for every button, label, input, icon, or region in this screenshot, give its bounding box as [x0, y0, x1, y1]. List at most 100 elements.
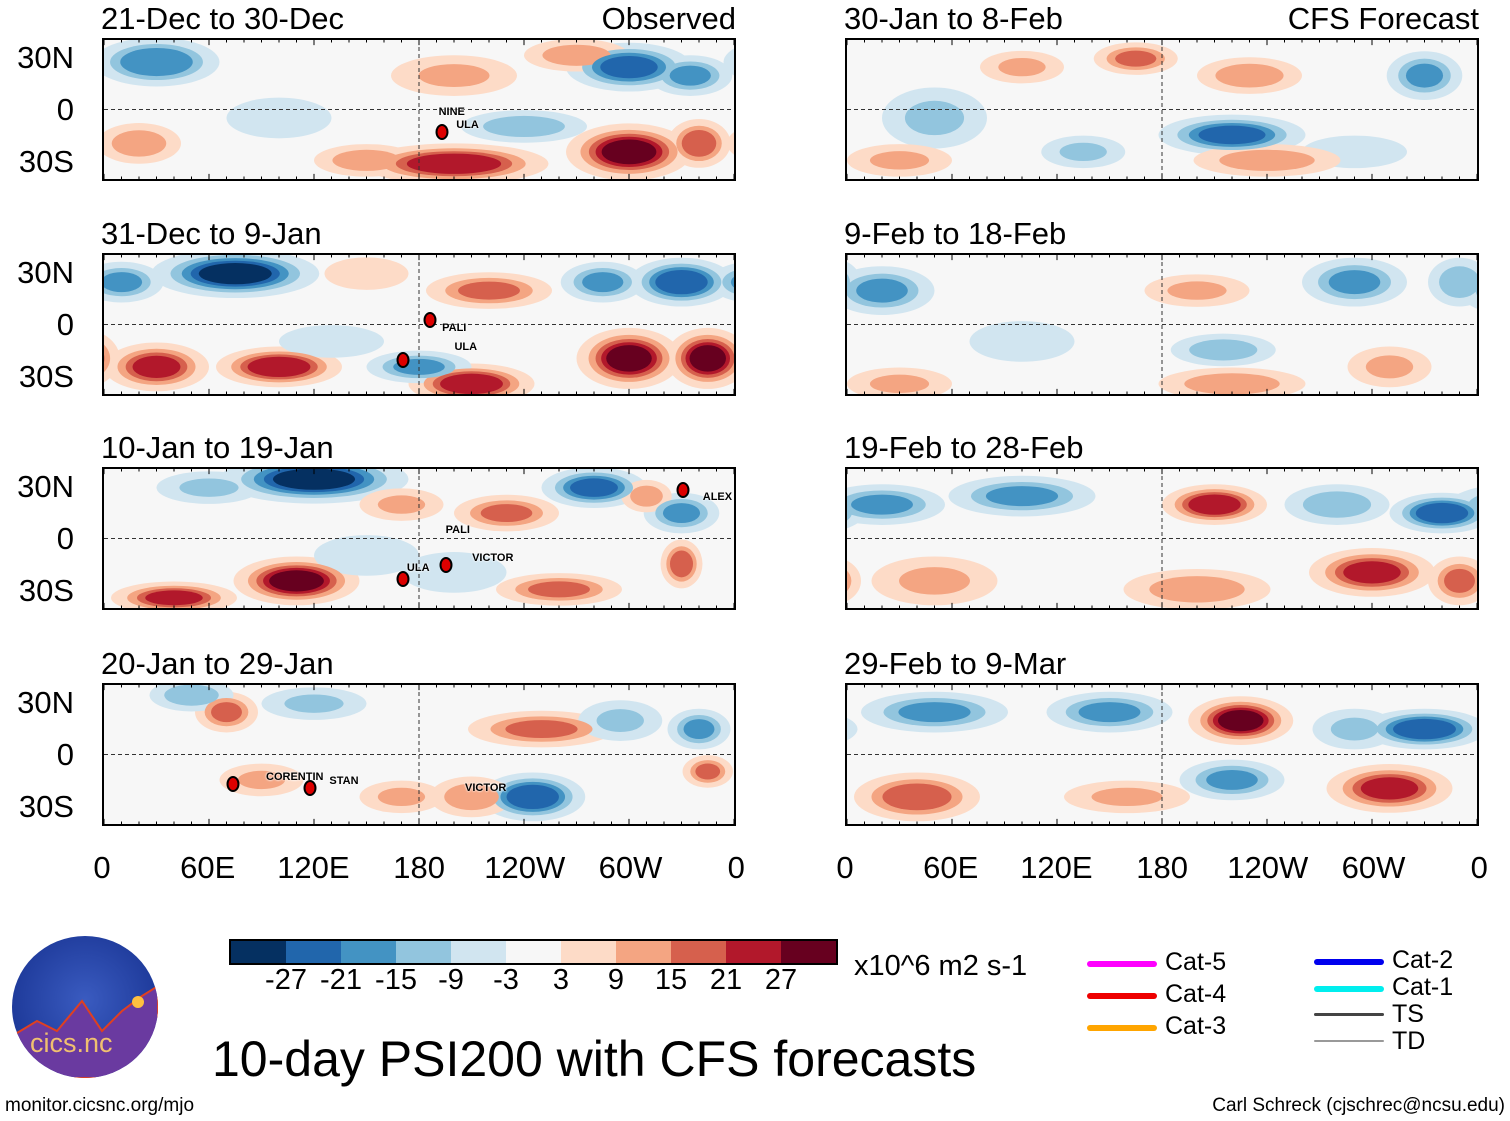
anomaly-contour — [480, 504, 533, 523]
colorbar-swatch — [726, 941, 781, 963]
anomaly-contour — [284, 694, 344, 713]
storm-marker-icon — [435, 124, 449, 141]
anomaly-contour — [1330, 717, 1379, 741]
anomaly-contour — [1343, 561, 1401, 584]
colorbar-swatch — [396, 941, 451, 963]
anomaly-contour — [458, 281, 520, 300]
anomaly-contour — [505, 720, 578, 739]
anomaly-contour — [332, 149, 401, 171]
lon-label: 0 — [727, 850, 745, 885]
anomaly-contour — [1393, 718, 1456, 740]
anomaly-contour — [1115, 50, 1157, 67]
anomaly-contour — [1091, 787, 1163, 807]
storm-label: PALI — [445, 524, 470, 537]
lon-label: 180 — [1136, 850, 1188, 885]
panel-title: 10-Jan to 19-Jan — [101, 430, 334, 465]
anomaly-contour — [985, 486, 1059, 507]
anomaly-contour — [596, 709, 644, 733]
footer-url: monitor.cicsnc.org/mjo — [5, 1095, 195, 1116]
column-label: Observed — [601, 1, 736, 36]
storm-marker-icon — [396, 351, 410, 368]
colorbar-tick-label: -3 — [493, 964, 519, 996]
anomaly-contour — [198, 263, 272, 285]
anomaly-contour — [851, 494, 913, 515]
anomaly-contour — [1215, 63, 1284, 88]
anomaly-contour — [1444, 568, 1475, 593]
storm-label: VICTOR — [465, 781, 507, 794]
figure-title: 10-day PSI200 with CFS forecasts — [212, 1031, 977, 1087]
anomaly-contour — [1365, 355, 1414, 379]
lon-label: 120W — [1227, 850, 1309, 885]
map-panel — [845, 467, 1479, 610]
anomaly-contour — [856, 278, 908, 303]
anomaly-contour — [669, 65, 711, 86]
legend-label: TD — [1392, 1027, 1426, 1055]
anomaly-contour — [1405, 63, 1444, 88]
anomaly-contour — [179, 478, 239, 497]
anomaly-contour — [655, 269, 708, 295]
anomaly-contour — [120, 47, 193, 77]
anomaly-contour — [483, 115, 565, 138]
legend-swatch — [1087, 961, 1157, 967]
storm-label: VICTOR — [472, 551, 514, 564]
lat-label: 30S — [18, 789, 74, 824]
anomaly-contour — [727, 132, 734, 155]
panel-title: 31-Dec to 9-Jan — [101, 216, 322, 251]
anomaly-contour — [1360, 777, 1419, 800]
anomaly-contour — [1059, 142, 1107, 162]
lon-label: 60E — [180, 850, 236, 885]
anomaly-contour — [506, 784, 559, 810]
anomaly-contour — [847, 560, 861, 602]
cicsnc-logo: cics.nc — [12, 936, 158, 1078]
lon-label: 120E — [1020, 850, 1093, 885]
lat-label: 30N — [17, 685, 74, 720]
anomaly-contour — [722, 270, 734, 294]
anomaly-contour — [132, 355, 181, 379]
storm-marker-icon — [676, 481, 690, 498]
colorbar-tick-label: -21 — [320, 964, 362, 996]
anomaly-contour — [1188, 494, 1241, 515]
map-panel: NINE ULA — [102, 38, 736, 181]
anomaly-contour — [847, 505, 852, 521]
lat-label: 0 — [56, 92, 74, 127]
storm-label: ULA — [456, 119, 479, 132]
anomaly-contour — [1328, 270, 1381, 295]
anomaly-contour — [164, 685, 219, 706]
units-label: x10^6 m2 s-1 — [854, 950, 1028, 982]
colorbar-tick-label: 15 — [654, 964, 688, 996]
lat-label: 30S — [18, 573, 74, 608]
anomaly-contour — [104, 272, 143, 293]
lon-label: 120W — [484, 850, 566, 885]
colorbar-tick-label: -15 — [375, 964, 417, 996]
panel-title: 9-Feb to 18-Feb — [844, 216, 1067, 251]
anomaly-contour — [601, 139, 657, 165]
lat-label: 30S — [18, 144, 74, 179]
anomaly-contour — [418, 64, 490, 88]
anomaly-contour — [226, 97, 332, 139]
anomaly-contour — [104, 344, 111, 373]
colorbar-tick-label: 3 — [552, 964, 570, 996]
anomaly-contour — [247, 356, 311, 378]
storm-label: STAN — [329, 774, 359, 787]
column-label: CFS Forecast — [1287, 1, 1479, 36]
anomaly-contour — [1206, 769, 1258, 790]
legend-swatch — [1087, 993, 1157, 999]
legend-swatch — [1314, 986, 1384, 992]
anomaly-contour — [406, 153, 502, 174]
colorbar-swatch — [231, 941, 286, 963]
panel-title: 20-Jan to 29-Jan — [101, 646, 334, 681]
lon-label: 180 — [393, 850, 445, 885]
anomaly-contour — [689, 345, 726, 372]
colorbar-swatch — [451, 941, 506, 963]
anomaly-contour — [542, 44, 611, 66]
anomaly-contour — [377, 495, 426, 514]
panel-title: 21-Dec to 30-Dec — [101, 1, 344, 36]
anomaly-contour — [899, 567, 970, 595]
storm-label: ALEX — [702, 490, 733, 503]
storm-marker-icon — [396, 570, 410, 587]
panel-title: 30-Jan to 8-Feb — [844, 1, 1063, 36]
anomaly-contour — [904, 100, 965, 136]
anomaly-contour — [1189, 339, 1258, 361]
colorbar-swatch — [671, 941, 726, 963]
lon-label: 60W — [1341, 850, 1406, 885]
